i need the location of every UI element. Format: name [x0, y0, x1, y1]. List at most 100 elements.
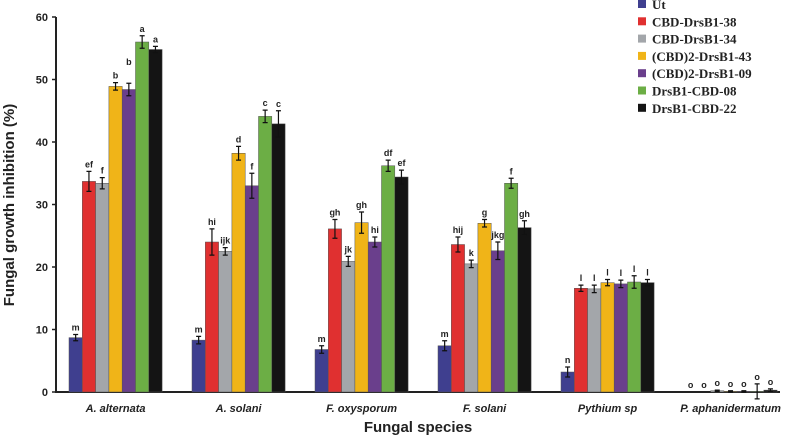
significance-letter: d [236, 134, 242, 144]
error-bar [754, 383, 760, 400]
error-bar [521, 220, 527, 236]
bar [328, 228, 342, 393]
error-bar [644, 278, 650, 287]
significance-letter: l [606, 268, 609, 278]
significance-letter: b [126, 57, 132, 67]
legend-swatch [638, 0, 646, 8]
significance-letter: f [101, 166, 105, 176]
error-bar [319, 345, 325, 354]
significance-letter: o [728, 379, 734, 389]
x-tick-label: F. solani [463, 403, 507, 415]
significance-letter: o [701, 380, 707, 390]
significance-letter: g [482, 208, 488, 218]
significance-letter: df [384, 148, 393, 158]
error-bar [618, 279, 624, 289]
bar [191, 339, 206, 393]
bar [271, 123, 286, 393]
significance-letter: m [195, 324, 203, 334]
y-tick-label: 30 [36, 200, 48, 212]
significance-letter: a [140, 24, 146, 34]
bar [504, 183, 519, 393]
x-tick-label: Pythium sp [578, 403, 638, 415]
error-bar [73, 333, 79, 342]
error-bar [398, 169, 404, 185]
bar [148, 49, 163, 393]
bar [218, 251, 233, 393]
legend-swatch [638, 17, 646, 26]
error-bar [332, 218, 338, 239]
legend-swatch [638, 34, 646, 43]
legend-swatch [638, 86, 646, 95]
significance-letter: jkg [490, 230, 504, 240]
error-bar [236, 145, 242, 161]
significance-letter: l [580, 273, 583, 283]
bar [68, 337, 83, 393]
significance-letter: o [715, 378, 721, 388]
error-bar [359, 211, 365, 234]
significance-letter: a [153, 34, 159, 44]
significance-letter: jk [343, 244, 353, 254]
significance-letter: l [593, 273, 596, 283]
significance-letter: l [646, 268, 649, 278]
error-bar [468, 259, 474, 269]
bar [464, 263, 479, 393]
error-bar [262, 109, 268, 124]
legend-swatch [638, 103, 646, 112]
significance-letter: k [469, 248, 475, 258]
x-tick-label: A. solani [215, 403, 263, 415]
y-tick-label: 60 [36, 12, 48, 24]
y-tick-label: 0 [42, 387, 48, 399]
bar [244, 185, 259, 393]
bar [367, 241, 382, 393]
bar [587, 288, 602, 393]
significance-letter: gh [329, 208, 340, 218]
x-tick-label: F. oxysporum [326, 403, 397, 415]
legend-label: CBD-DrsB1-38 [652, 14, 737, 29]
legend-label: CBD-DrsB1-34 [652, 32, 737, 47]
error-bar [372, 236, 378, 248]
significance-letter: o [688, 380, 694, 390]
bar [82, 181, 96, 393]
significance-letter: ef [85, 159, 94, 169]
error-bar [275, 110, 281, 138]
bar [574, 288, 588, 393]
significance-letter: ef [397, 158, 406, 168]
significance-letter: hi [371, 225, 379, 235]
x-tick-label: P. aphanidermatum [680, 403, 781, 415]
error-bar [249, 172, 255, 199]
error-bar [495, 241, 501, 261]
error-bar [222, 247, 228, 256]
error-bar [442, 340, 448, 352]
significance-letter: f [510, 166, 514, 176]
significance-letter: c [263, 98, 268, 108]
bar [394, 176, 409, 393]
significance-letter: o [741, 379, 747, 389]
bar [451, 244, 465, 393]
error-bar [728, 390, 734, 393]
bar [517, 227, 532, 393]
significance-letter: n [565, 355, 571, 365]
y-tick-label: 50 [36, 75, 48, 87]
error-bar [385, 159, 391, 172]
significance-letter: hij [453, 225, 464, 235]
x-tick-label: A. alternata [85, 403, 146, 415]
significance-letter: c [276, 99, 281, 109]
bar [437, 345, 452, 393]
bar [640, 282, 655, 393]
bar [613, 283, 628, 393]
significance-letter: m [72, 323, 80, 333]
error-bar [455, 236, 461, 253]
y-tick-label: 10 [36, 325, 48, 337]
significance-letter: gh [356, 200, 367, 210]
y-tick-label: 40 [36, 137, 48, 149]
error-bar [139, 35, 145, 49]
bar [341, 261, 356, 393]
error-bar [482, 218, 488, 228]
error-bar [767, 388, 773, 392]
significance-letter: hi [208, 217, 216, 227]
bar [231, 153, 246, 393]
error-bar [591, 284, 597, 294]
legend-label: (CBD)2-DrsB1-43 [652, 49, 752, 64]
bar [121, 89, 136, 393]
